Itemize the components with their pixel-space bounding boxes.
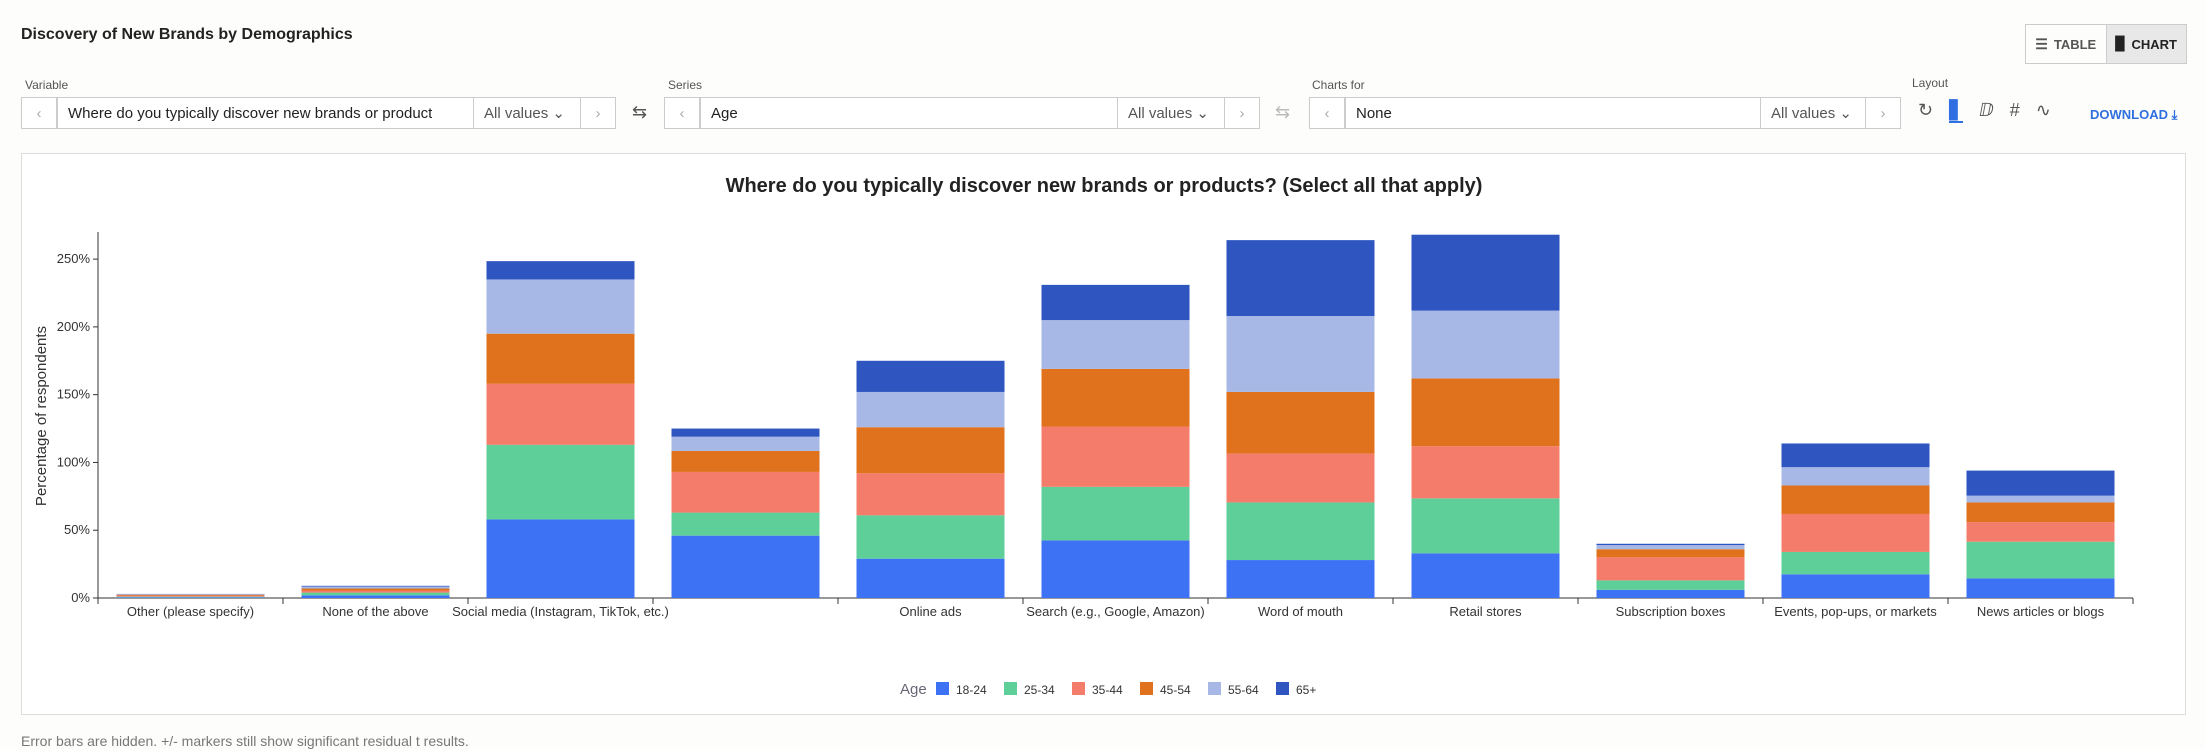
legend-swatch (1140, 682, 1153, 695)
y-tick-label: 250% (57, 251, 91, 266)
bar-segment (672, 472, 820, 513)
x-tick-label: Subscription boxes (1616, 604, 1726, 619)
y-tick-label: 150% (57, 387, 91, 402)
x-tick-label: Search (e.g., Google, Amazon) (1026, 604, 1204, 619)
bar-segment (117, 597, 265, 598)
bar-segment (1782, 467, 1930, 485)
bar-segment (1967, 542, 2115, 579)
legend-label: 35-44 (1092, 683, 1123, 697)
x-tick-label: News articles or blogs (1977, 604, 2105, 619)
bar-segment (1412, 553, 1560, 598)
bar-segment (672, 536, 820, 598)
x-tick-label: Word of mouth (1258, 604, 1343, 619)
bar-segment (857, 361, 1005, 392)
bar-segment (1042, 427, 1190, 487)
y-tick-label: 200% (57, 319, 91, 334)
bar-segment (672, 437, 820, 451)
bar-segment (487, 384, 635, 445)
bar-segment (1227, 316, 1375, 392)
bar-segment (487, 334, 635, 384)
legend-swatch (1004, 682, 1017, 695)
bar-segment (302, 589, 450, 591)
bar-segment (857, 392, 1005, 427)
x-tick-label: None of the above (322, 604, 428, 619)
bar-segment (302, 593, 450, 596)
x-tick-label: Social media (Instagram, TikTok, etc.) (452, 604, 669, 619)
bar-segment (1227, 454, 1375, 503)
bar-segment (1597, 557, 1745, 580)
bar-segment (487, 261, 635, 279)
legend-label: 45-54 (1160, 683, 1191, 697)
bar-segment (1782, 485, 1930, 513)
bar-segment (117, 594, 265, 595)
bar-segment (1042, 285, 1190, 320)
legend-label: 55-64 (1228, 683, 1259, 697)
legend-label: 65+ (1296, 683, 1316, 697)
bar-segment (1412, 311, 1560, 379)
bar-segment (1042, 369, 1190, 427)
bar-segment (1227, 392, 1375, 454)
bar-segment (1412, 378, 1560, 446)
bar-segment (1967, 471, 2115, 496)
bar-segment (1412, 235, 1560, 311)
bar-segment (857, 515, 1005, 558)
chart-title: Where do you typically discover new bran… (726, 175, 1483, 197)
bar-segment (1782, 443, 1930, 467)
bar-segment (487, 279, 635, 333)
bar-segment (487, 519, 635, 598)
legend-swatch (936, 682, 949, 695)
bar-segment (1597, 549, 1745, 557)
bar-segment (857, 559, 1005, 598)
bar-segment (857, 473, 1005, 515)
x-tick-label: Online ads (899, 604, 962, 619)
bar-segment (1967, 522, 2115, 542)
bar-segment (1597, 545, 1745, 549)
bar-segment (1042, 487, 1190, 541)
y-tick-label: 100% (57, 454, 91, 469)
bar-segment (117, 595, 265, 596)
y-axis-label: Percentage of respondents (33, 326, 50, 506)
bar-segment (1597, 580, 1745, 589)
bar-segment (302, 586, 450, 588)
bar-segment (1597, 544, 1745, 545)
bar-segment (302, 586, 450, 587)
bar-segment (1597, 590, 1745, 598)
bar-segment (1042, 320, 1190, 369)
bar-segment (1782, 514, 1930, 552)
bar-segment (1412, 498, 1560, 553)
x-tick-label: Events, pop-ups, or markets (1774, 604, 1937, 619)
bar-segment (1967, 502, 2115, 522)
footnote: Error bars are hidden. +/- markers still… (21, 733, 469, 749)
legend-title: Age (900, 681, 927, 698)
y-tick-label: 50% (64, 522, 90, 537)
bar-segment (117, 597, 265, 598)
bar-segment (1782, 574, 1930, 598)
bar-segment (1412, 446, 1560, 498)
bar-segment (1227, 560, 1375, 598)
bar-segment (487, 445, 635, 520)
bar-segment (672, 513, 820, 536)
bar-segment (1227, 240, 1375, 316)
bar-segment (117, 596, 265, 597)
bar-segment (1782, 552, 1930, 574)
bar-segment (672, 451, 820, 472)
x-tick-label: Other (please specify) (127, 604, 254, 619)
bar-segment (857, 427, 1005, 473)
bar-segment (302, 595, 450, 598)
y-tick-label: 0% (71, 590, 90, 605)
x-tick-label: Retail stores (1449, 604, 1522, 619)
legend-label: 25-34 (1024, 683, 1055, 697)
legend-swatch (1072, 682, 1085, 695)
bar-segment (1042, 540, 1190, 598)
legend-swatch (1208, 682, 1221, 695)
legend-swatch (1276, 682, 1289, 695)
bar-segment (1967, 496, 2115, 503)
bar-segment (672, 429, 820, 437)
bar-segment (1227, 502, 1375, 560)
bar-segment (302, 591, 450, 593)
bar-segment (1967, 578, 2115, 598)
legend-label: 18-24 (956, 683, 987, 697)
